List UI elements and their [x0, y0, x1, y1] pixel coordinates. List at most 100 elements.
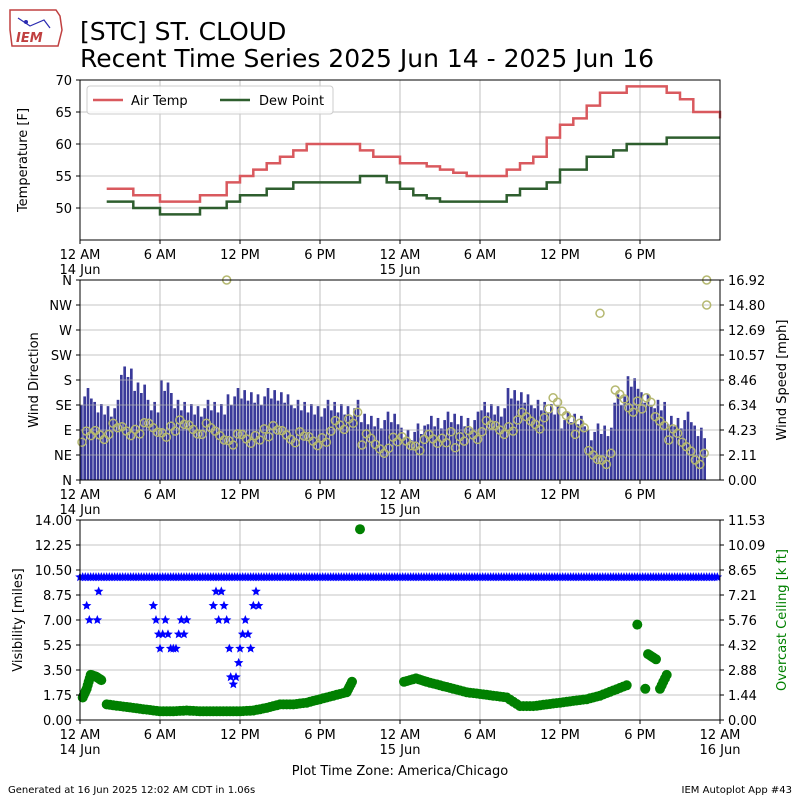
wind-direction-marker [228, 440, 238, 450]
wind-speed-bar [350, 416, 353, 480]
wind-speed-bar [130, 368, 133, 480]
wind-speed-bar [343, 414, 346, 480]
wind-direction-marker [535, 424, 545, 434]
wind-speed-bar [526, 394, 530, 480]
wind-speed-bar [483, 401, 486, 480]
x-tick-label: 6 AM [464, 728, 497, 743]
visibility-panel: 0.001.753.505.257.008.7510.5012.2514.00 … [11, 514, 790, 758]
wind-direction-marker [299, 431, 309, 441]
wind-speed-bar [103, 414, 106, 480]
wind-direction-marker [446, 426, 456, 437]
wind-direction-marker [606, 448, 616, 459]
wind-speed-bar [583, 426, 586, 480]
wind-speed-bar [186, 412, 190, 480]
wind-speed-bar [536, 399, 540, 480]
visibility-marker [155, 643, 165, 653]
wind-direction-marker [383, 443, 394, 454]
wind-speed-bar [93, 401, 96, 480]
wind-speed-bar [433, 426, 436, 480]
speed-tick-label: 16.92 [728, 274, 765, 289]
x-tick-label: 6 AM [144, 248, 177, 263]
wind-speed-bar [650, 404, 653, 480]
wind-speed-bar [400, 427, 403, 480]
wind-speed-bar [330, 410, 333, 480]
visibility-marker [253, 600, 264, 610]
air-temp-line [106, 85, 722, 203]
wind-direction-marker [695, 459, 705, 470]
wind-speed-bar [306, 412, 310, 480]
wind-speed-bar [183, 401, 186, 480]
wind-speed-bar [413, 431, 416, 480]
wind-direction-ticks: N NE E SE S SW W NW N [49, 274, 80, 489]
direction-tick-label: SE [56, 399, 72, 414]
wind-speed-bar [80, 404, 83, 480]
wind-speed-bar [443, 420, 446, 480]
wind-speed-bar [210, 410, 213, 480]
wind-speed-bar [300, 410, 303, 480]
chart-title-station: [STC] ST. CLOUD [80, 17, 286, 46]
visibility-marker [237, 629, 248, 639]
visibility-marker [148, 600, 159, 610]
wind-speed-bar [116, 399, 120, 480]
wind-direction-marker [601, 459, 612, 470]
wind-direction-marker [126, 430, 136, 441]
wind-speed-bar [476, 411, 480, 480]
wind-direction-marker [663, 435, 674, 445]
visibility-marker [243, 629, 253, 639]
wind-speed-bar [453, 413, 456, 480]
visibility-marker [219, 600, 229, 610]
wind-speed-bar [410, 440, 413, 480]
ceiling-markers [77, 524, 672, 717]
x-tick-date: 15 Jun [380, 263, 421, 278]
visibility-tick-label: 10.50 [35, 564, 72, 579]
ceiling-tick-label: 8.65 [728, 564, 757, 579]
visibility-marker [216, 586, 227, 596]
visibility-tick-label: 7.00 [43, 614, 72, 629]
visibility-marker [240, 615, 251, 624]
wind-speed-bar [293, 408, 296, 480]
wind-speed-bar [576, 424, 580, 480]
ceiling-tick-label: 5.76 [728, 614, 757, 629]
y-tick-label: 60 [55, 138, 72, 153]
temperature-ylabel: Temperature [F] [16, 108, 31, 213]
visibility-marker [81, 600, 92, 610]
wind-speed-bar [190, 404, 193, 480]
wind-direction-marker [161, 432, 172, 442]
visibility-marker [235, 643, 245, 653]
wind-direction-marker [255, 435, 265, 445]
generated-note: Generated at 16 Jun 2025 12:02 AM CDT in… [8, 785, 255, 796]
wind-speed-bar [316, 406, 320, 480]
speed-tick-label: 14.80 [728, 299, 765, 314]
wind-direction-marker [246, 438, 256, 449]
wind-direction-marker [321, 437, 332, 447]
wind-speed-bar [686, 411, 690, 480]
wind-speed-bar [206, 399, 210, 480]
wind-speed-bar [553, 414, 556, 480]
wind-direction-marker [312, 440, 323, 451]
visibility-marker [84, 615, 95, 624]
wind-speed-bar [486, 412, 490, 480]
speed-tick-label: 6.34 [728, 399, 757, 414]
wind-speed-bar [616, 394, 620, 480]
wind-direction-marker [637, 404, 647, 414]
iem-logo: IEM [9, 9, 63, 47]
x-tick-label: 12 PM [220, 248, 260, 263]
x-tick-date: 15 Jun [380, 743, 421, 758]
wind-speed-bar [610, 427, 613, 480]
wind-speed-bar [380, 428, 383, 480]
wind-speed-bar [386, 411, 390, 480]
wind-speed-ylabel: Wind Speed [mph] [775, 320, 790, 441]
wind-speed-bar [700, 427, 703, 480]
y-tick-label: 70 [55, 74, 72, 89]
wind-speed-bar [323, 408, 326, 480]
visibility-marker [248, 600, 259, 610]
ceiling-marker [96, 675, 107, 686]
ceiling-tick-label: 0.00 [728, 714, 757, 729]
wind-speed-bar [193, 414, 196, 480]
ceiling-marker [640, 683, 651, 694]
wind-speed-bar [560, 428, 563, 480]
visibility-markers [75, 572, 723, 689]
visibility-marker [171, 643, 181, 653]
x-tick-date: 16 Jun [700, 743, 741, 758]
